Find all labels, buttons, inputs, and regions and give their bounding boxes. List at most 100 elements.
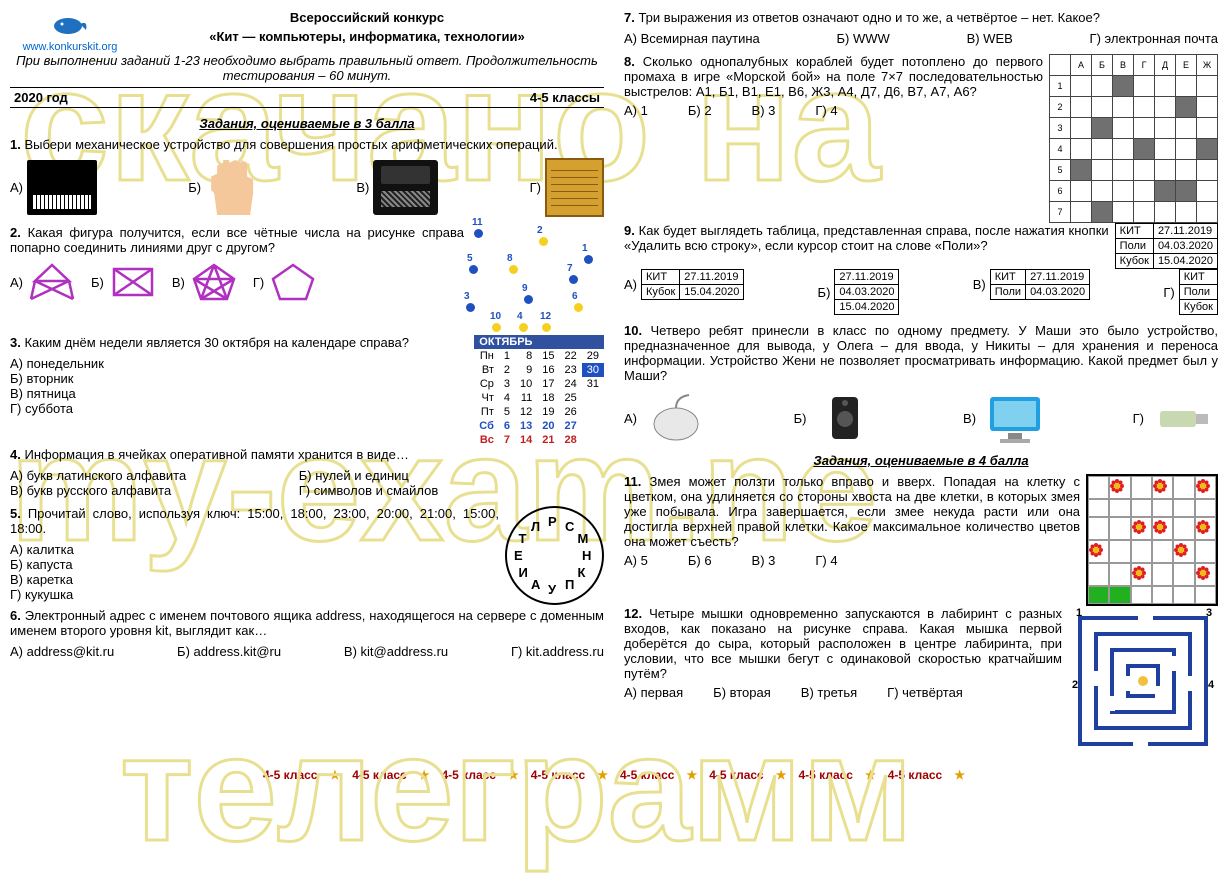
typewriter-icon bbox=[373, 160, 438, 215]
q1: 1. Выбери механическое устройство для со… bbox=[10, 137, 604, 152]
instructions: При выполнении заданий 1-23 необходимо в… bbox=[10, 53, 604, 83]
q2-answers: А) Б) В) Г) bbox=[10, 261, 464, 303]
q6-text: Электронный адрес с именем почтового ящи… bbox=[10, 608, 604, 638]
q8-text: Сколько однопалубных кораблей будет пото… bbox=[624, 54, 1043, 99]
whale-icon bbox=[50, 10, 90, 38]
q4: 4. Информация в ячейках оперативной памя… bbox=[10, 447, 604, 462]
q3-d: Г) суббота bbox=[10, 401, 295, 416]
q7-d: Г) электронная почта bbox=[1090, 31, 1218, 46]
q12: 1 3 2 4 12. Четыре мышки одновременно за… bbox=[624, 606, 1218, 700]
q7-text: Три выражения из ответов означают одно и… bbox=[638, 10, 1100, 25]
logo-block: www.konkurskit.org bbox=[10, 10, 130, 53]
q4-num: 4. bbox=[10, 447, 21, 462]
page: www.konkurskit.org Всероссийский конкурс… bbox=[10, 10, 1218, 756]
section-4pt: Задания, оцениваемые в 4 балла bbox=[624, 453, 1218, 468]
q10-b: Б) bbox=[794, 411, 807, 426]
q12-b: Б) вторая bbox=[713, 685, 771, 700]
q3-b: Б) вторник bbox=[10, 371, 295, 386]
q4-c: В) букв русского алфавита bbox=[10, 483, 295, 498]
q9-c: В) bbox=[973, 277, 986, 292]
q9-table-c: КИТ27.11.2019Поли04.03.2020 bbox=[990, 269, 1090, 300]
q7-a: А) Всемирная паутина bbox=[624, 31, 760, 46]
shape-d-icon bbox=[268, 261, 318, 303]
q6-answers: А) address@kit.ru Б) address.kit@ru В) k… bbox=[10, 644, 604, 659]
q8-d: Г) 4 bbox=[815, 103, 837, 118]
q1-b: Б) bbox=[188, 180, 201, 195]
q3: ОКТЯБРЬПн18152229Вт29162330Ср310172431Чт… bbox=[10, 335, 604, 416]
section-3pt: Задания, оцениваемые в 3 балла bbox=[10, 116, 604, 131]
q6-c: В) kit@address.ru bbox=[344, 644, 448, 659]
q6: 6. Электронный адрес с именем почтового … bbox=[10, 608, 604, 638]
q2-d: Г) bbox=[253, 275, 264, 290]
q4-text: Информация в ячейках оперативной памяти … bbox=[24, 447, 408, 462]
q5-d: Г) кукушка bbox=[10, 587, 295, 602]
q12-c: В) третья bbox=[801, 685, 857, 700]
q2-b: Б) bbox=[91, 275, 104, 290]
q3-a: А) понедельник bbox=[10, 356, 295, 371]
q9-d: Г) bbox=[1163, 285, 1174, 300]
q3-c: В) пятница bbox=[10, 386, 295, 401]
q7: 7. Три выражения из ответов означают одн… bbox=[624, 10, 1218, 25]
q9-num: 9. bbox=[624, 223, 635, 238]
svg-text:1: 1 bbox=[1076, 607, 1082, 619]
q11-text: Змея может ползти только вправо и вверх.… bbox=[624, 474, 1080, 549]
q5: РСМНКПУАИЕТЛ 5. Прочитай слово, использу… bbox=[10, 506, 604, 602]
q11-c: В) 3 bbox=[752, 553, 776, 568]
q9-b: Б) bbox=[818, 285, 831, 300]
q3-num: 3. bbox=[10, 335, 21, 350]
q6-a: А) address@kit.ru bbox=[10, 644, 114, 659]
q5-c: В) каретка bbox=[10, 572, 295, 587]
speaker-icon bbox=[810, 389, 880, 447]
sea-battle-grid: АБВГДЕЖ1234567 bbox=[1049, 54, 1218, 223]
q7-num: 7. bbox=[624, 10, 635, 25]
q10-num: 10. bbox=[624, 323, 642, 338]
q9-source-table: КИТ27.11.2019Поли04.03.2020Кубок15.04.20… bbox=[1115, 223, 1218, 269]
q7-c: В) WEB bbox=[967, 31, 1013, 46]
q1-text: Выбери механическое устройство для совер… bbox=[24, 137, 557, 152]
q9-table-b: 27.11.201904.03.202015.04.2020 bbox=[834, 269, 899, 315]
piano-icon bbox=[27, 160, 97, 215]
q4-answers: А) букв латинского алфавита Б) нулей и е… bbox=[10, 468, 604, 498]
q5-a: А) калитка bbox=[10, 542, 295, 557]
q12-d: Г) четвёртая bbox=[887, 685, 963, 700]
year: 2020 год bbox=[14, 90, 68, 105]
q8: АБВГДЕЖ1234567 8. Сколько однопалубных к… bbox=[624, 54, 1218, 118]
q1-c: В) bbox=[356, 180, 369, 195]
q8-a: А) 1 bbox=[624, 103, 648, 118]
q11-b: Б) 6 bbox=[688, 553, 712, 568]
q4-b: Б) нулей и единиц bbox=[299, 468, 584, 483]
q2-a: А) bbox=[10, 275, 23, 290]
shape-b-icon bbox=[108, 261, 158, 303]
abacus-icon bbox=[545, 158, 604, 217]
q8-num: 8. bbox=[624, 54, 635, 69]
q3-text: Каким днём недели является 30 октября на… bbox=[24, 335, 408, 350]
q6-d: Г) kit.address.ru bbox=[511, 644, 604, 659]
q9-table-d: КИТПолиКубок bbox=[1179, 269, 1218, 315]
q12-text: Четыре мышки одновременно запускаются в … bbox=[624, 606, 1062, 681]
q9: КИТ27.11.2019Поли04.03.2020Кубок15.04.20… bbox=[624, 223, 1218, 253]
q2-c: В) bbox=[172, 275, 185, 290]
q6-num: 6. bbox=[10, 608, 21, 623]
q4-a: А) букв латинского алфавита bbox=[10, 468, 295, 483]
q8-b: Б) 2 bbox=[688, 103, 712, 118]
svg-text:2: 2 bbox=[1072, 679, 1078, 691]
q9-table-a: КИТ27.11.2019Кубок15.04.2020 bbox=[641, 269, 744, 300]
q10-d: Г) bbox=[1133, 411, 1144, 426]
shape-a-icon bbox=[27, 261, 77, 303]
q1-num: 1. bbox=[10, 137, 21, 152]
q7-b: Б) WWW bbox=[837, 31, 890, 46]
q2: 112518739610412 2. Какая фигура получитс… bbox=[10, 225, 604, 255]
q4-d: Г) символов и смайлов bbox=[299, 483, 584, 498]
q5-b: Б) капуста bbox=[10, 557, 295, 572]
svg-text:4: 4 bbox=[1208, 679, 1215, 691]
q5-text: Прочитай слово, используя ключ: 15:00, 1… bbox=[10, 506, 499, 536]
q10-c: В) bbox=[963, 411, 976, 426]
calendar: ОКТЯБРЬПн18152229Вт29162330Ср310172431Чт… bbox=[474, 335, 604, 447]
grade: 4-5 классы bbox=[530, 90, 600, 105]
q9-answers: А) КИТ27.11.2019Кубок15.04.2020 Б)27.11.2… bbox=[624, 269, 1218, 315]
q9-a: А) bbox=[624, 277, 637, 292]
right-column: 7. Три выражения из ответов означают одн… bbox=[624, 10, 1218, 756]
hand-icon bbox=[205, 160, 265, 215]
shape-c-icon bbox=[189, 261, 239, 303]
q10-a: А) bbox=[624, 411, 637, 426]
